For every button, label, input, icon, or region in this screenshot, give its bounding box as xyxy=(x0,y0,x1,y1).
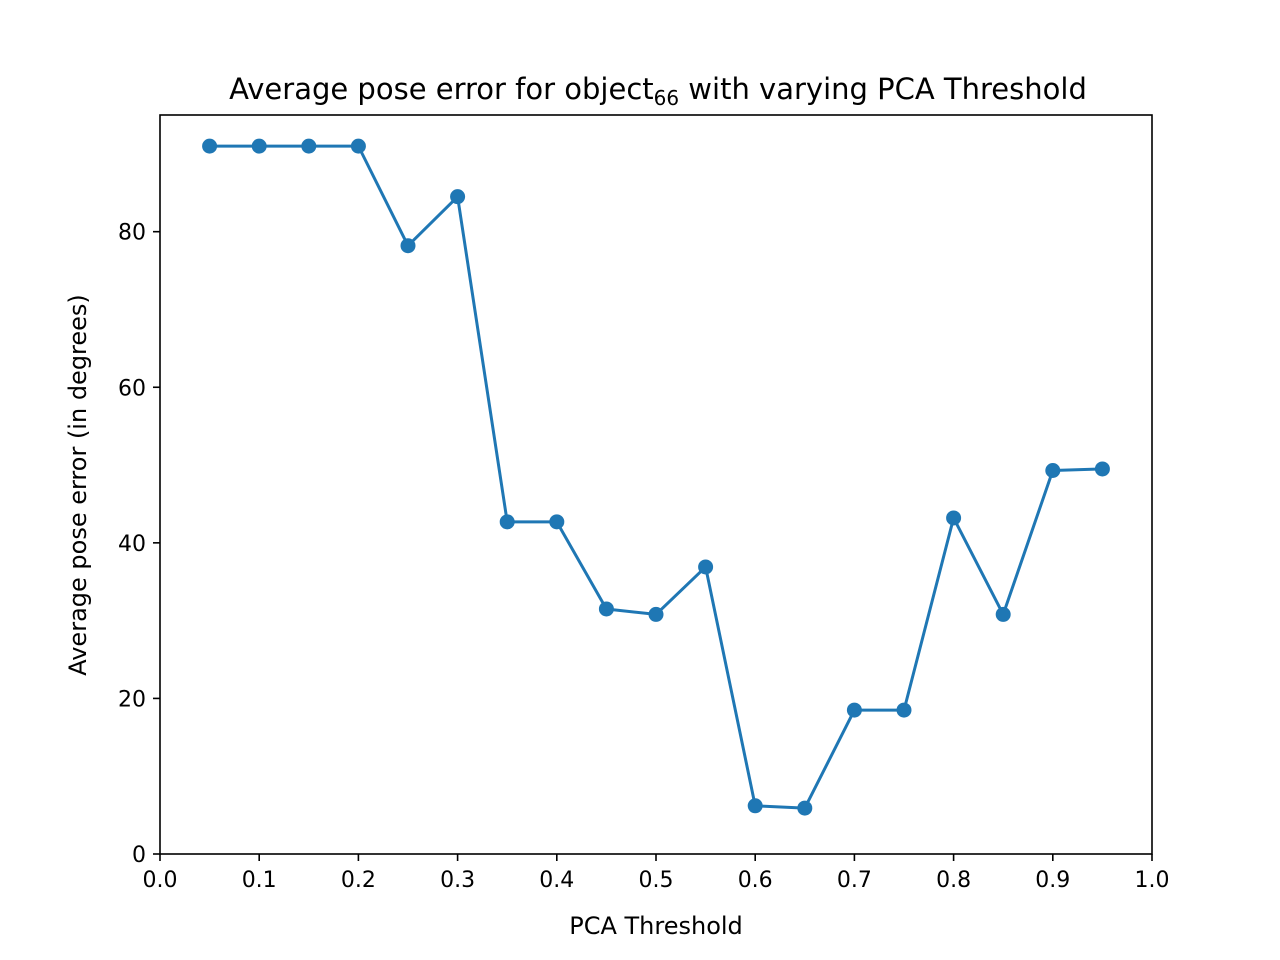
data-point-marker xyxy=(896,702,912,718)
plot-area: 0.0 0.1 0.2 0.3 0.4 0.5 0.6 0.7 0.8 0.9 1.0 0 20 40 60… xyxy=(118,114,1170,893)
chart-title: Average pose error for object66 with var… xyxy=(229,72,1087,110)
chart-title-main: Average pose error for object xyxy=(229,72,654,106)
y-tick-label: 40 xyxy=(118,532,146,557)
data-point-marker xyxy=(598,601,614,617)
x-tick-label: 0.9 xyxy=(1035,868,1070,893)
data-point-marker xyxy=(995,606,1011,622)
data-point-marker xyxy=(549,514,565,530)
y-tick-label: 80 xyxy=(118,221,146,246)
chart-title-suffix: with varying PCA Threshold xyxy=(679,72,1087,106)
data-point-marker xyxy=(698,559,714,575)
x-tick-label: 0.4 xyxy=(539,868,574,893)
chart-title-subscript: 66 xyxy=(654,86,679,110)
data-point-marker xyxy=(301,138,317,154)
y-tick-label: 60 xyxy=(118,376,146,401)
data-point-marker xyxy=(202,138,218,154)
y-tick-label: 20 xyxy=(118,687,146,712)
data-point-marker xyxy=(747,798,763,814)
data-point-marker xyxy=(350,138,366,154)
x-tick-label: 0.6 xyxy=(738,868,773,893)
x-tick-label: 0.7 xyxy=(837,868,872,893)
x-tick-label: 0.2 xyxy=(341,868,376,893)
data-point-marker xyxy=(946,510,962,526)
x-tick-label: 0.5 xyxy=(639,868,674,893)
data-point-marker xyxy=(648,606,664,622)
x-tick-label: 0.0 xyxy=(143,868,178,893)
x-tick-label: 0.3 xyxy=(440,868,475,893)
data-point-marker xyxy=(1045,463,1061,478)
y-axis-label: Average pose error (in degrees) xyxy=(64,294,92,676)
data-point-marker xyxy=(400,238,416,254)
y-tick-label: 0 xyxy=(132,843,146,868)
x-tick-label: 0.8 xyxy=(936,868,971,893)
x-tick-label: 1.0 xyxy=(1135,868,1170,893)
data-point-marker xyxy=(450,189,466,205)
data-point-marker xyxy=(846,702,862,718)
x-tick-label: 0.1 xyxy=(242,868,277,893)
data-point-marker xyxy=(1094,461,1110,477)
data-point-marker xyxy=(797,800,813,816)
data-point-marker xyxy=(499,514,515,530)
data-point-marker xyxy=(251,138,267,154)
x-axis-label: PCA Threshold xyxy=(569,912,743,940)
